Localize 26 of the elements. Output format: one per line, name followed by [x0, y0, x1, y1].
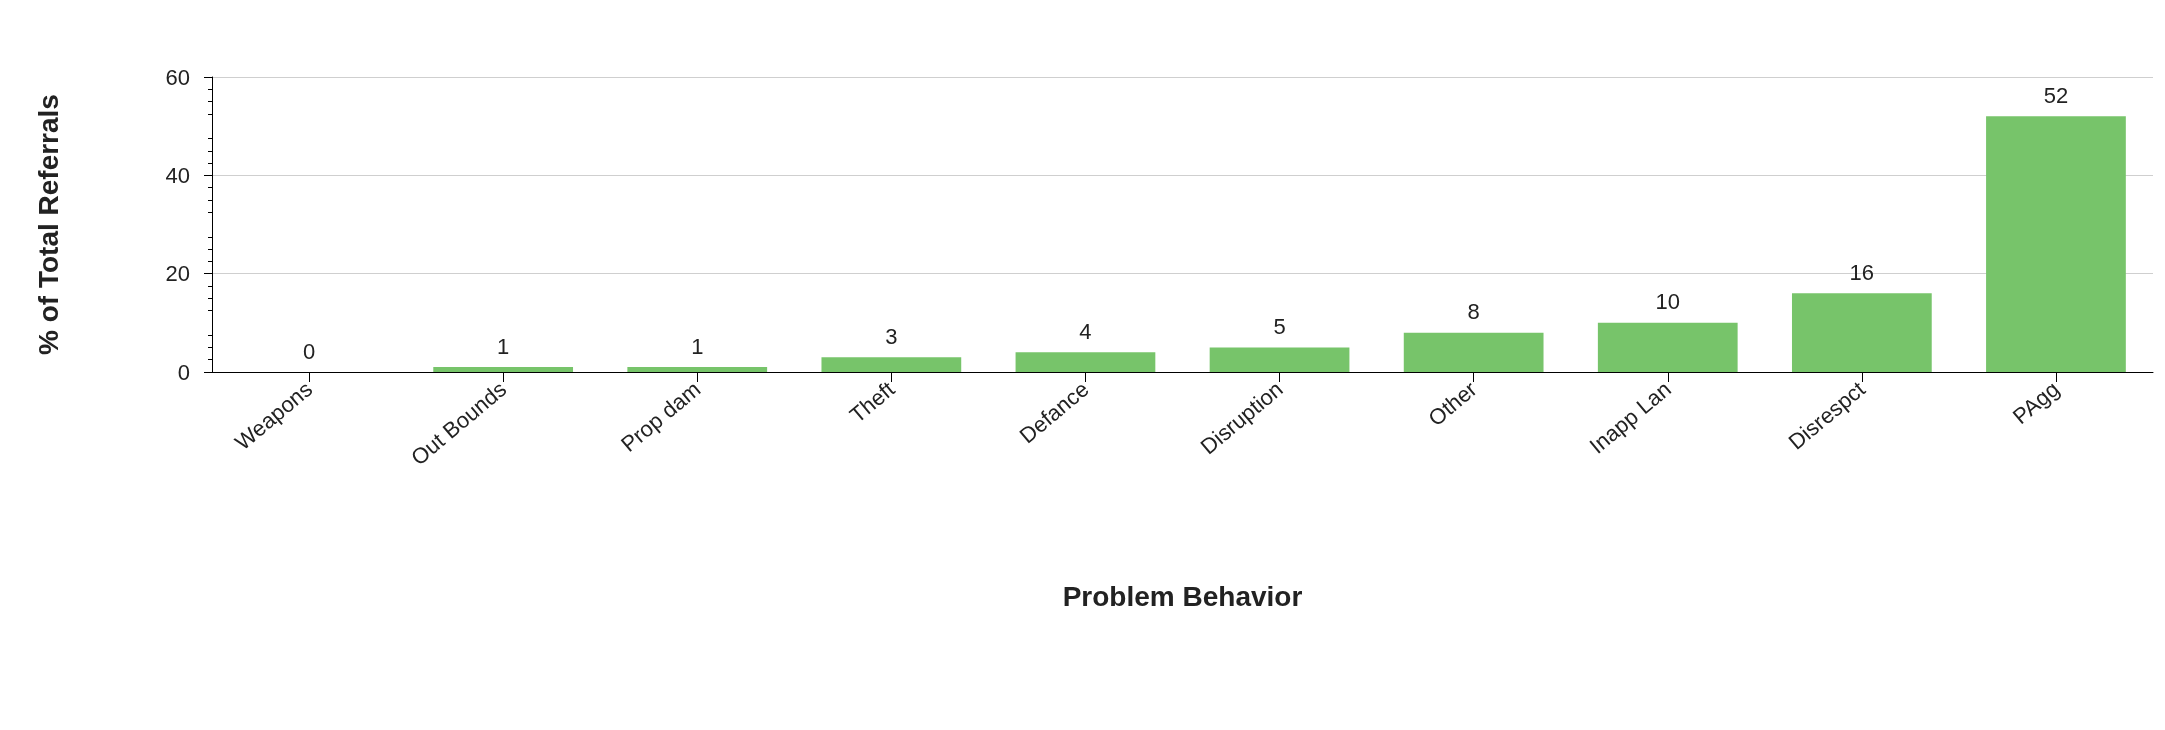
bar: [1015, 352, 1156, 372]
bar: [1403, 332, 1544, 372]
data-label: 4: [1079, 318, 1092, 344]
bar: [1209, 347, 1350, 372]
data-label: 8: [1467, 299, 1480, 325]
x-tick-label: Prop dam: [616, 376, 706, 457]
x-axis-title: Problem Behavior: [1062, 580, 1303, 612]
bar: [1986, 116, 2126, 372]
data-label: 3: [885, 323, 898, 349]
data-label: 16: [1849, 259, 1875, 285]
bar: [433, 367, 574, 372]
y-tick-label: 40: [165, 162, 190, 188]
y-tick-label: 0: [177, 359, 190, 385]
data-label: 52: [2043, 82, 2069, 108]
y-tick-label: 60: [165, 64, 190, 90]
y-axis-title: % of Total Referrals: [32, 94, 64, 355]
data-label: 5: [1273, 313, 1286, 339]
bar: [627, 367, 768, 372]
y-tick-label: 20: [165, 261, 190, 287]
data-label: 1: [497, 333, 510, 359]
bar: [1791, 293, 1932, 372]
bar: [1597, 322, 1738, 372]
data-label: 10: [1655, 289, 1680, 315]
bar: [821, 357, 962, 372]
data-label: 1: [691, 333, 704, 359]
data-label: 0: [302, 338, 316, 364]
